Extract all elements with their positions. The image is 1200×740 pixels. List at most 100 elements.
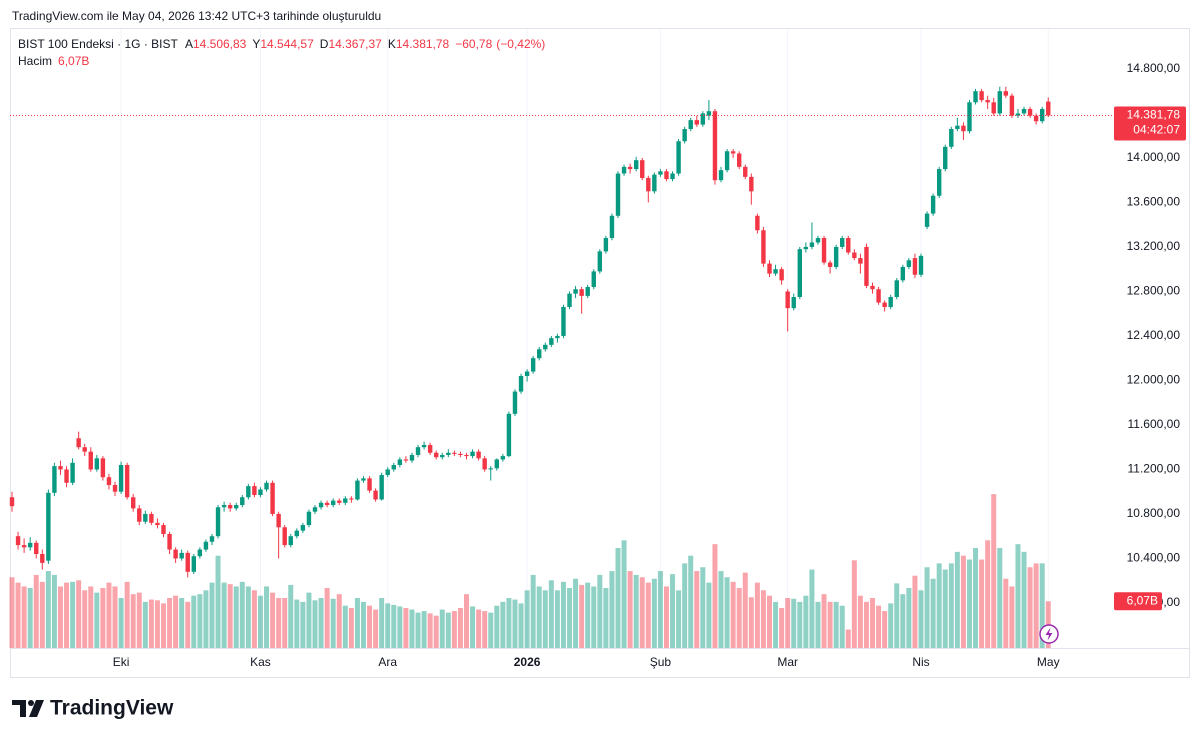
candle-body xyxy=(555,335,560,339)
candle-body xyxy=(488,468,493,470)
volume-bar xyxy=(439,609,445,648)
volume-bar xyxy=(276,598,282,648)
volume-bar xyxy=(391,604,397,648)
candle-body xyxy=(482,458,487,470)
candle-body xyxy=(440,454,445,458)
volume-bar xyxy=(688,555,694,648)
candle-body xyxy=(131,497,136,509)
candle-body xyxy=(361,478,366,481)
candle-body xyxy=(858,258,863,264)
candle-body xyxy=(264,482,269,490)
volume-bar xyxy=(1033,563,1039,648)
volume-bar xyxy=(530,574,536,648)
caption: TradingView.com ile May 04, 2026 13:42 U… xyxy=(12,9,381,23)
volume-bar xyxy=(70,581,76,648)
candle-body xyxy=(270,482,275,514)
volume-bar xyxy=(457,608,463,648)
volume-bar xyxy=(415,612,421,648)
volume-bar xyxy=(94,592,100,648)
volume-bar xyxy=(663,586,669,648)
y-tick-label: 13.600,00 xyxy=(1127,195,1181,209)
candle-body xyxy=(755,215,760,231)
candle-body xyxy=(70,462,75,483)
y-tick-label: 11.200,00 xyxy=(1128,462,1181,476)
volume-bar xyxy=(300,601,306,648)
volume-bar xyxy=(118,598,124,648)
candle-body xyxy=(640,160,645,178)
volume-bar xyxy=(148,599,154,648)
volume-bar xyxy=(15,582,21,648)
legend-key: D xyxy=(320,37,329,51)
volume-bar xyxy=(409,609,415,648)
volume-bar xyxy=(839,605,845,648)
candle-body xyxy=(415,447,421,455)
candle-body xyxy=(288,536,293,546)
volume-bar xyxy=(9,577,15,648)
candle-body xyxy=(9,497,15,507)
volume-bar xyxy=(403,608,409,648)
candle-body xyxy=(367,478,372,491)
lightning-button[interactable] xyxy=(1039,624,1059,644)
legend-key: A xyxy=(185,37,193,51)
volume-bar xyxy=(748,597,754,648)
candle-body xyxy=(573,289,578,294)
volume-bar xyxy=(609,571,615,648)
volume-bar xyxy=(548,580,554,648)
volume-bar xyxy=(100,588,106,648)
candle-body xyxy=(355,480,360,500)
candle-body xyxy=(936,169,942,196)
candle-body xyxy=(961,125,966,132)
lightning-icon[interactable] xyxy=(1045,627,1053,641)
volume-bar xyxy=(500,601,506,648)
axes: 10.000,0010.400,0010.800,0011.200,0011.6… xyxy=(113,61,1181,669)
x-tick-label: 2026 xyxy=(514,655,541,669)
y-tick-label: 10.400,00 xyxy=(1127,551,1181,565)
volume-bar xyxy=(542,590,548,648)
volume-bar xyxy=(942,569,948,648)
volume-bar xyxy=(27,588,33,648)
candle-body xyxy=(991,102,996,114)
candle-body xyxy=(1046,101,1051,116)
chart-frame xyxy=(10,28,1190,678)
candle-body xyxy=(882,302,887,308)
volume-bar xyxy=(645,582,651,648)
logo-dot xyxy=(28,700,34,706)
volume-bar xyxy=(445,612,451,648)
volume-bar xyxy=(888,603,894,648)
volume-bar xyxy=(221,582,227,648)
volume-bar xyxy=(57,586,63,648)
logo-shape xyxy=(29,700,44,717)
volume-bar xyxy=(536,586,542,648)
x-tick-label: Ara xyxy=(378,655,397,669)
volume-bar xyxy=(385,603,391,648)
y-tick-label: 10.800,00 xyxy=(1127,506,1181,520)
volume-bar xyxy=(464,594,469,648)
volume-bar xyxy=(51,574,57,648)
volume-bar xyxy=(294,599,300,648)
volume-bar xyxy=(427,613,433,648)
volume-bar xyxy=(373,609,379,648)
candle-body xyxy=(833,246,839,267)
legend-value: 14.381,78 xyxy=(396,37,450,51)
price-tag-label: 14.381,78 xyxy=(1127,108,1181,122)
volume-bar xyxy=(82,590,88,648)
x-tick-label: Eki xyxy=(113,655,130,669)
candle-body xyxy=(718,170,724,181)
volume-bar xyxy=(767,595,772,648)
y-tick-label: 13.200,00 xyxy=(1127,239,1181,253)
candle-body xyxy=(579,289,584,296)
candle-body xyxy=(724,151,730,171)
volume-bar xyxy=(706,582,712,648)
candle-body xyxy=(312,507,318,512)
candle-body xyxy=(852,252,857,259)
logo-shape xyxy=(12,700,26,717)
volume-bar xyxy=(33,574,39,648)
candle-body xyxy=(791,297,796,309)
candle-body xyxy=(403,459,409,461)
volume-bar xyxy=(567,588,573,648)
candle-body xyxy=(470,451,475,457)
volume-bar xyxy=(191,595,197,648)
volume-bar xyxy=(1027,567,1033,648)
candle-body xyxy=(258,489,263,496)
